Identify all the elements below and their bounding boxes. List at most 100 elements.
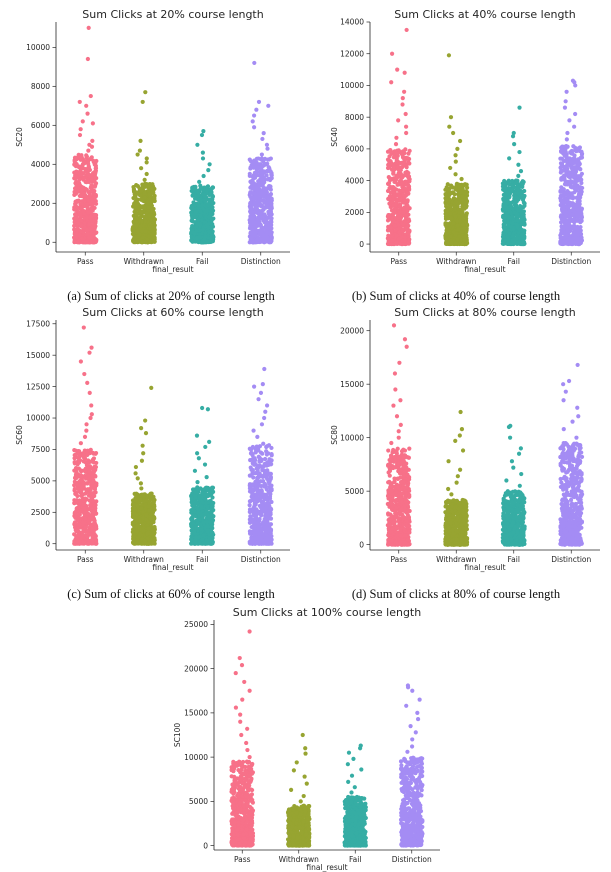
data-point — [386, 233, 391, 238]
data-point — [453, 197, 458, 202]
data-point — [77, 454, 82, 459]
data-point — [514, 212, 519, 217]
data-point — [505, 241, 510, 246]
data-point — [74, 482, 79, 487]
data-point — [94, 238, 99, 243]
series-withdrawn — [130, 385, 157, 546]
data-point — [205, 208, 210, 214]
data-point — [252, 125, 257, 130]
data-point — [403, 124, 409, 129]
data-point — [81, 325, 86, 330]
data-point — [143, 182, 149, 187]
data-point — [192, 196, 198, 201]
data-point — [78, 169, 83, 174]
data-point — [576, 210, 581, 215]
y-tick-label: 10000 — [340, 81, 364, 90]
data-point — [146, 205, 151, 210]
data-point — [200, 156, 206, 161]
data-point — [558, 164, 564, 170]
data-point — [90, 526, 95, 531]
y-axis-label: SC20 — [15, 127, 24, 147]
data-point — [395, 164, 401, 169]
data-point — [448, 206, 454, 211]
data-point — [195, 142, 200, 147]
data-point — [137, 148, 142, 153]
data-point — [402, 70, 407, 75]
data-point — [202, 192, 207, 197]
data-point — [82, 434, 88, 439]
data-point — [74, 175, 80, 180]
data-point — [78, 218, 84, 223]
data-point — [566, 194, 571, 199]
y-tick-label: 4000 — [345, 176, 364, 185]
data-point — [501, 208, 506, 213]
data-point — [86, 517, 92, 523]
data-point — [393, 240, 399, 245]
series-pass — [72, 25, 99, 245]
series-distinction — [558, 78, 585, 247]
data-point — [93, 464, 99, 470]
data-point — [136, 191, 141, 196]
data-point — [142, 191, 147, 196]
data-point — [503, 226, 508, 231]
data-point — [388, 148, 393, 153]
chart-3: Sum Clicks at 60% course length025005000… — [15, 306, 290, 572]
series-withdrawn — [443, 53, 470, 247]
data-point — [89, 412, 94, 417]
data-point — [190, 219, 195, 224]
data-point — [404, 130, 409, 136]
data-point — [260, 136, 265, 142]
data-point — [449, 216, 454, 221]
data-point — [192, 231, 197, 236]
data-point — [85, 380, 90, 385]
data-point — [389, 161, 394, 166]
data-point — [559, 227, 564, 233]
data-point — [402, 157, 407, 162]
data-point — [82, 198, 87, 203]
data-point — [516, 173, 521, 178]
data-point — [446, 53, 452, 58]
data-point — [402, 238, 408, 243]
data-point — [88, 459, 94, 464]
data-point — [451, 229, 456, 235]
data-point — [80, 119, 85, 124]
data-point — [209, 238, 214, 244]
data-point — [85, 481, 90, 486]
data-point — [255, 195, 261, 200]
data-point — [91, 470, 96, 475]
data-point — [76, 180, 81, 185]
data-point — [206, 215, 211, 220]
data-point — [82, 506, 87, 511]
data-point — [86, 161, 91, 167]
data-point — [85, 239, 90, 244]
data-point — [148, 239, 153, 244]
data-point — [85, 56, 90, 62]
data-point — [264, 142, 270, 147]
data-point — [400, 96, 405, 101]
data-point — [561, 187, 566, 192]
data-point — [260, 172, 265, 177]
data-point — [92, 518, 97, 523]
data-point — [565, 205, 570, 210]
data-point — [406, 170, 411, 176]
data-point — [565, 228, 571, 233]
data-point — [74, 470, 79, 475]
data-point — [150, 214, 155, 219]
data-point — [190, 187, 195, 193]
data-point — [143, 218, 148, 223]
data-point — [457, 218, 462, 223]
data-point — [463, 200, 468, 205]
data-point — [569, 173, 574, 178]
data-point — [73, 212, 78, 217]
data-point — [558, 148, 564, 154]
data-point — [579, 155, 585, 160]
data-point — [90, 533, 95, 538]
data-point — [74, 475, 79, 480]
data-point — [445, 222, 450, 227]
data-point — [85, 487, 91, 492]
data-point — [266, 103, 271, 108]
data-point — [89, 345, 94, 350]
series-fail — [189, 129, 216, 245]
data-point — [77, 99, 82, 105]
data-point — [78, 468, 84, 473]
